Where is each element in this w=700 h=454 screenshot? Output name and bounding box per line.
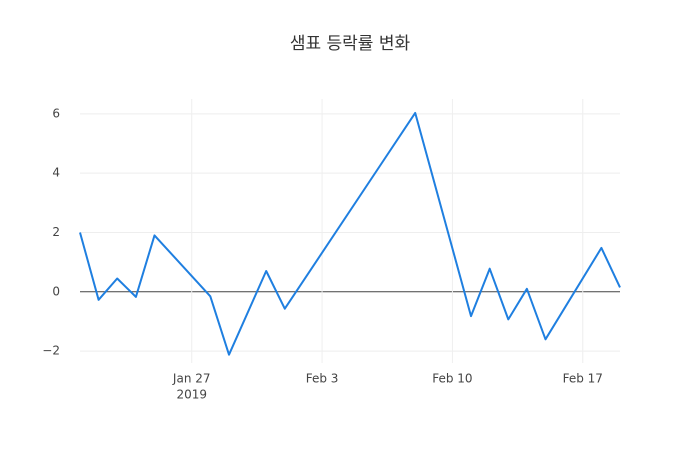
y-tick-label: 4 — [52, 166, 60, 180]
x-tick-year: 2019 — [176, 388, 207, 402]
y-tick-label: 2 — [52, 225, 60, 239]
chart-title: 샘표 등락률 변화 — [290, 34, 411, 54]
x-tick-label: Jan 27 — [172, 372, 211, 386]
x-tick-label: Feb 17 — [563, 372, 603, 386]
y-tick-label: 6 — [52, 106, 60, 120]
x-tick-label: Feb 3 — [306, 372, 339, 386]
y-tick-label: 0 — [52, 284, 60, 298]
line-series — [79, 111, 621, 356]
y-tick-label: −2 — [42, 344, 60, 358]
x-tick-label: Feb 10 — [432, 372, 472, 386]
